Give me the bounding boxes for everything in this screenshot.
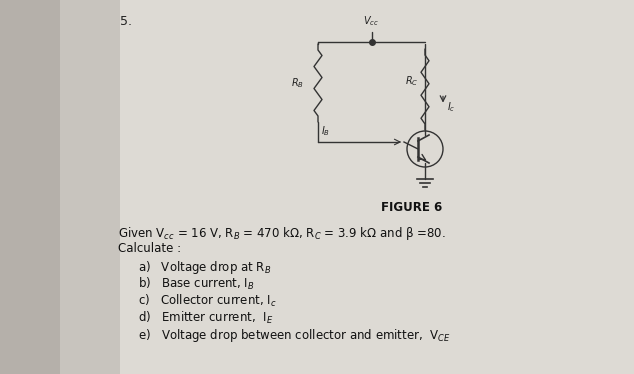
Bar — [0, 0, 110, 374]
Text: Given V$_{cc}$ = 16 V, R$_B$ = 470 kΩ, R$_C$ = 3.9 kΩ and β =80.: Given V$_{cc}$ = 16 V, R$_B$ = 470 kΩ, R… — [118, 225, 446, 242]
Text: FIGURE 6: FIGURE 6 — [381, 201, 442, 214]
Text: V$_{cc}$: V$_{cc}$ — [363, 14, 380, 28]
Text: b)   Base current, I$_B$: b) Base current, I$_B$ — [138, 276, 255, 292]
Text: c)   Collector current, I$_c$: c) Collector current, I$_c$ — [138, 293, 276, 309]
Text: R$_C$: R$_C$ — [405, 74, 419, 88]
Text: R$_B$: R$_B$ — [291, 76, 304, 90]
Text: a)   Voltage drop at R$_B$: a) Voltage drop at R$_B$ — [138, 259, 271, 276]
Bar — [60, 0, 120, 374]
Text: I$_B$: I$_B$ — [321, 124, 330, 138]
Text: Calculate :: Calculate : — [118, 242, 181, 255]
Text: 5.: 5. — [120, 15, 132, 28]
Text: I$_c$: I$_c$ — [447, 101, 456, 114]
Text: e)   Voltage drop between collector and emitter,  V$_{CE}$: e) Voltage drop between collector and em… — [138, 327, 451, 344]
Text: d)   Emitter current,  I$_E$: d) Emitter current, I$_E$ — [138, 310, 273, 326]
